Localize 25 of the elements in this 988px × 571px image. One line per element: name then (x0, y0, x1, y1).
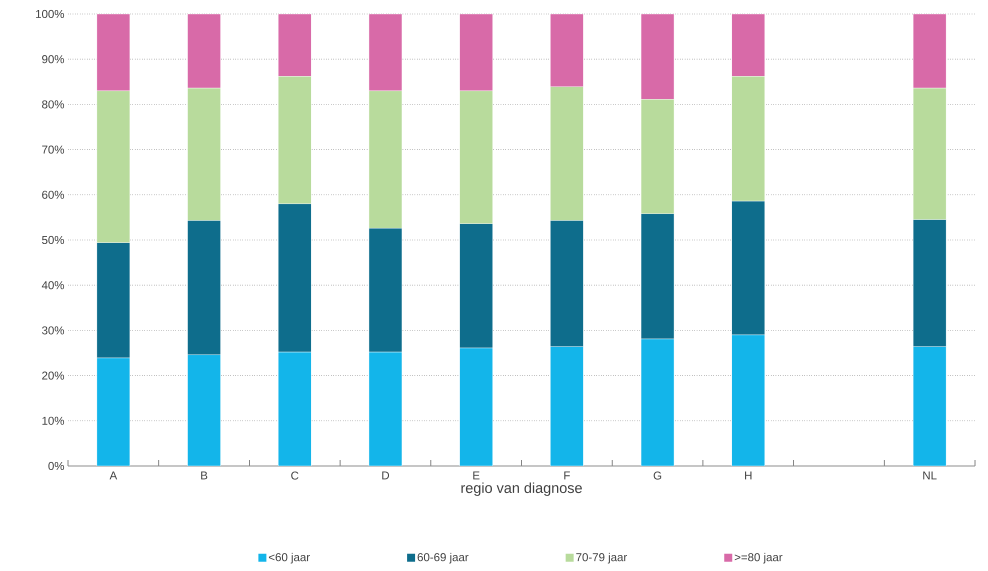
y-tick-label: 30% (42, 326, 64, 334)
y-tick-label: 70% (42, 146, 64, 154)
x-tick-label: H (745, 472, 752, 480)
y-tick-label: 100% (36, 10, 64, 18)
x-tick-label: D (382, 472, 390, 480)
x-tick-label: G (654, 472, 662, 480)
y-tick-label: 10% (42, 416, 64, 425)
x-tick-label: NL (923, 472, 937, 480)
y-tick-label: 60% (42, 190, 64, 199)
y-tick-label: 50% (42, 236, 64, 244)
y-tick-label: 90% (42, 55, 64, 64)
y-tick-label: 20% (42, 372, 64, 380)
legend-label: 70-79 jaar (576, 552, 628, 564)
x-tick-label: B (201, 472, 208, 480)
y-tick-label: 0% (48, 462, 64, 470)
x-tick-label: F (564, 472, 570, 480)
y-tick-label: 40% (42, 281, 64, 290)
y-tick-label: 80% (42, 100, 64, 108)
legend-label: <60 jaar (268, 552, 310, 564)
legend-label: 60-69 jaar (418, 552, 468, 564)
x-tick-label: A (110, 472, 118, 480)
x-tick-label: E (473, 472, 480, 480)
x-tick-label: C (291, 472, 298, 480)
x-axis-title: regio van diagnose (461, 482, 582, 496)
legend-label: >=80 jaar (734, 552, 782, 564)
